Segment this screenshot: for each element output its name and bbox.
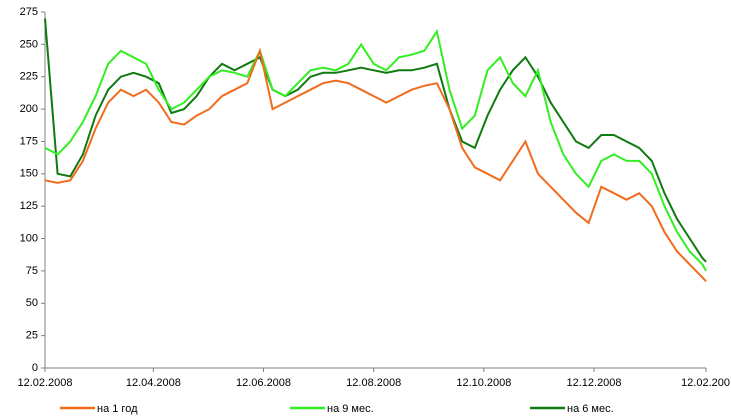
x-tick-label: 12.12.2008	[566, 377, 621, 389]
y-tick-label: 225	[20, 71, 38, 83]
y-tick-label: 0	[32, 362, 38, 374]
y-tick-label: 275	[20, 6, 38, 18]
x-tick-label: 12.02.2008	[17, 377, 72, 389]
y-tick-label: 200	[20, 103, 38, 115]
x-tick-label: 12.06.2008	[236, 377, 291, 389]
x-tick-label: 12.10.2008	[456, 377, 511, 389]
y-tick-label: 75	[26, 265, 38, 277]
x-tick-label: 12.08.2008	[346, 377, 401, 389]
y-tick-label: 50	[26, 297, 38, 309]
y-tick-label: 100	[20, 232, 38, 244]
line-series	[44, 28, 707, 272]
y-tick-label: 25	[26, 330, 38, 342]
x-tick-label: 12.04.2008	[126, 377, 181, 389]
line-series	[44, 47, 707, 282]
legend-label: на 6 мес.	[567, 403, 614, 415]
line-series	[44, 18, 707, 263]
legend-label: на 9 мес.	[327, 403, 374, 415]
y-tick-label: 250	[20, 38, 38, 50]
legend-label: на 1 год	[97, 403, 138, 415]
x-tick-label: 12.02.200	[681, 377, 730, 389]
y-tick-label: 125	[20, 200, 38, 212]
y-tick-label: 150	[20, 168, 38, 180]
y-tick-label: 175	[20, 135, 38, 147]
